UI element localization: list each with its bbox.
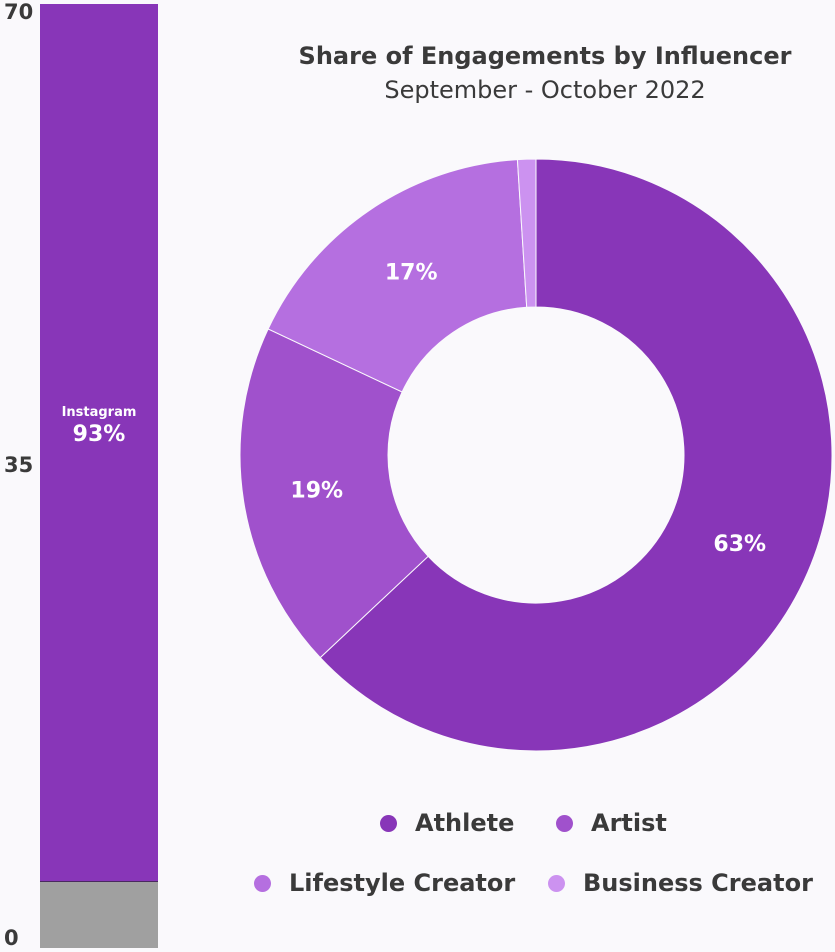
legend-dot-icon [548,874,565,892]
legend-dot-icon [254,874,271,892]
legend-item-lifestyle-creator[interactable]: Lifestyle Creator [254,869,515,897]
chart-title: Share of Engagements by Influencer [298,42,792,70]
donut-slice-artist[interactable] [239,328,429,659]
legend-dot-icon [556,814,573,832]
y-tick-label-bottom: 0 [4,926,19,950]
bar-segment-other [40,882,158,948]
donut-slice-label: 19% [290,479,343,504]
chart-subtitle: September - October 2022 [384,76,706,104]
y-tick-label-mid: 35 [4,453,34,477]
legend-item-artist[interactable]: Artist [556,809,667,837]
donut-slice-lifestyle-creator[interactable] [267,159,528,393]
y-tick-label-top: 70 [4,0,34,24]
legend-item-business-creator[interactable]: Business Creator [548,869,813,897]
bar-series-percent: 93% [72,422,126,447]
legend-label: Athlete [415,809,515,837]
donut-slice-label: 17% [385,260,438,285]
donut-slice-business-creator[interactable] [516,158,537,308]
legend-label: Lifestyle Creator [289,869,516,897]
donut-slice-athlete[interactable] [319,158,833,752]
stacked-bar: Instagram 93% [40,4,158,948]
legend-item-athlete[interactable]: Athlete [380,809,514,837]
bar-data-label: Instagram 93% [40,405,158,447]
donut-slice-label: 63% [713,532,766,557]
bar-series-name: Instagram [61,405,137,420]
legend-dot-icon [380,814,397,832]
bar-segment-instagram [40,4,158,882]
legend-label: Artist [591,809,667,837]
legend-label: Business Creator [583,869,813,897]
